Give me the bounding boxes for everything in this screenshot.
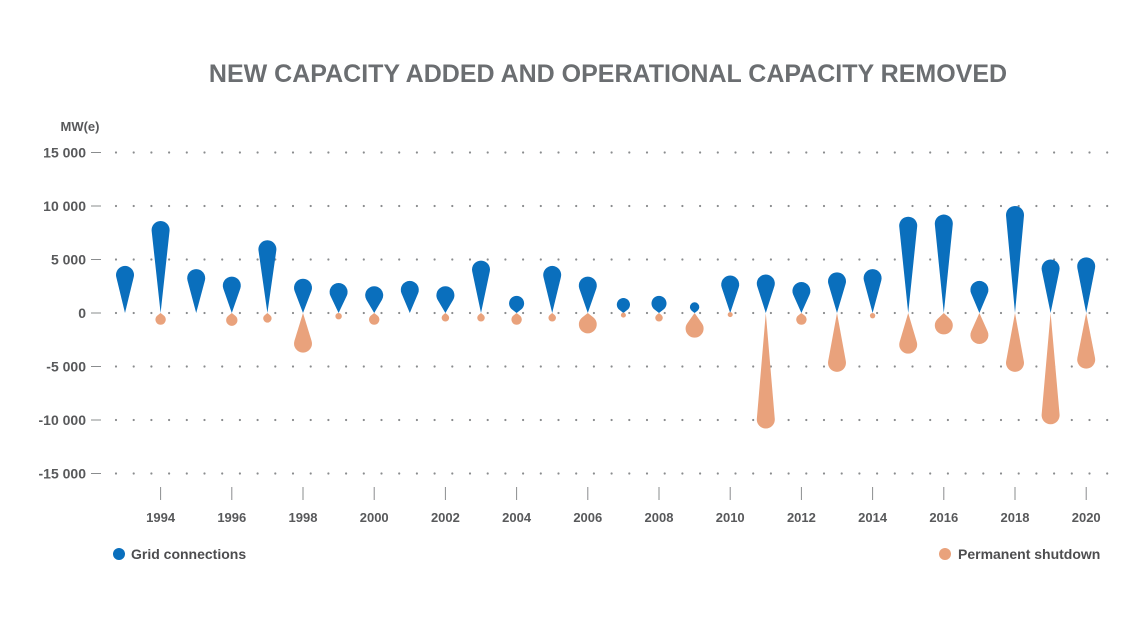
- grid-connection-mark: [1006, 205, 1024, 313]
- permanent-shutdown-mark: [756, 313, 775, 429]
- permanent-shutdown-mark: [578, 313, 597, 334]
- x-tick-label: 2020: [1072, 510, 1101, 525]
- permanent-shutdown-mark: [727, 312, 733, 318]
- permanent-shutdown-mark: [970, 313, 989, 345]
- chart-title: NEW CAPACITY ADDED AND OPERATIONAL CAPAC…: [209, 60, 1007, 88]
- permanent-shutdown-mark: [620, 312, 626, 318]
- x-tick-label: 1994: [146, 510, 176, 525]
- y-axis: 15 000 10 000 5 000 0 -5 000 -10 000 -15 000: [39, 145, 101, 482]
- grid-connection-mark: [151, 220, 170, 313]
- permanent-shutdown-mark: [1077, 313, 1096, 369]
- permanent-shutdown-mark: [869, 312, 876, 319]
- permanent-shutdown-mark: [335, 312, 342, 320]
- grid-connection-mark: [294, 278, 312, 313]
- data-marks: [116, 205, 1096, 429]
- x-tick-label: 1998: [289, 510, 318, 525]
- y-tick-label: -5 000: [46, 359, 86, 375]
- permanent-shutdown-mark: [294, 313, 312, 353]
- permanent-shutdown-mark: [655, 313, 663, 322]
- x-tick-label: 2008: [645, 510, 674, 525]
- permanent-shutdown-mark: [899, 313, 918, 354]
- x-tick-label: 2014: [858, 510, 888, 525]
- grid-connection-mark: [187, 269, 206, 313]
- legend-grid-connections: Grid connections: [113, 546, 246, 562]
- grid-connection-mark: [400, 280, 419, 313]
- grid-connection-mark: [472, 260, 491, 313]
- y-tick-label: -15 000: [39, 466, 87, 482]
- grid-connection-mark: [616, 298, 630, 313]
- grid-connection-mark: [689, 302, 700, 313]
- x-tick-label: 2010: [716, 510, 745, 525]
- permanent-shutdown-mark: [155, 313, 166, 325]
- gridlines: [114, 151, 1117, 475]
- grid-connection-mark: [543, 265, 562, 313]
- x-tick-label: 2002: [431, 510, 460, 525]
- x-tick-label: 2012: [787, 510, 816, 525]
- y-tick-label: -10 000: [39, 412, 87, 428]
- grid-connection-mark: [436, 286, 455, 313]
- permanent-shutdown-mark: [1005, 313, 1024, 372]
- grid-connection-mark: [578, 276, 597, 313]
- legend-swatch-permanent-shutdown: [939, 548, 951, 560]
- x-tick-label: 2000: [360, 510, 389, 525]
- grid-connection-mark: [828, 272, 846, 313]
- grid-connection-mark: [329, 283, 348, 313]
- legend-swatch-grid-connections: [113, 548, 125, 560]
- x-tick-label: 2016: [929, 510, 958, 525]
- y-tick-label: 10 000: [43, 198, 86, 214]
- permanent-shutdown-mark: [548, 313, 556, 322]
- permanent-shutdown-mark: [511, 313, 522, 325]
- grid-connection-mark: [509, 295, 525, 313]
- grid-connection-mark: [116, 265, 134, 313]
- y-tick-label: 5 000: [51, 252, 86, 268]
- x-tick-label: 1996: [217, 510, 246, 525]
- grid-connection-mark: [258, 240, 277, 313]
- permanent-shutdown-mark: [685, 313, 704, 338]
- permanent-shutdown-mark: [263, 313, 272, 323]
- y-tick-label: 15 000: [43, 145, 86, 161]
- x-axis: 1994 1996 1998 2000 2002 2004 2006 2008 2010 2012…: [146, 487, 1101, 525]
- grid-connection-mark: [863, 269, 882, 313]
- grid-connection-mark: [1041, 259, 1060, 313]
- permanent-shutdown-mark: [477, 313, 485, 322]
- grid-connection-mark: [970, 280, 989, 313]
- grid-connection-mark: [651, 295, 667, 313]
- permanent-shutdown-mark: [1041, 313, 1060, 425]
- legend-permanent-shutdown: Permanent shutdown: [939, 546, 1100, 562]
- grid-connection-mark: [721, 275, 740, 313]
- permanent-shutdown-mark: [369, 313, 380, 325]
- permanent-shutdown-mark: [934, 313, 953, 335]
- grid-connection-mark: [1077, 257, 1096, 313]
- grid-connection-mark: [365, 286, 384, 313]
- permanent-shutdown-mark: [828, 313, 846, 372]
- x-tick-label: 2004: [502, 510, 532, 525]
- legend-label-permanent-shutdown: Permanent shutdown: [958, 546, 1100, 562]
- permanent-shutdown-mark: [796, 313, 807, 325]
- grid-connection-mark: [222, 276, 241, 313]
- permanent-shutdown-mark: [226, 313, 238, 326]
- y-axis-unit-label: MW(e): [61, 119, 100, 134]
- x-tick-label: 2006: [573, 510, 602, 525]
- grid-connection-mark: [899, 216, 918, 313]
- x-tick-label: 2018: [1001, 510, 1030, 525]
- y-tick-label: 0: [78, 305, 86, 321]
- legend-label-grid-connections: Grid connections: [131, 546, 246, 562]
- grid-connection-mark: [756, 274, 775, 313]
- permanent-shutdown-mark: [441, 313, 450, 322]
- grid-connection-mark: [792, 281, 811, 313]
- grid-connection-mark: [934, 214, 953, 313]
